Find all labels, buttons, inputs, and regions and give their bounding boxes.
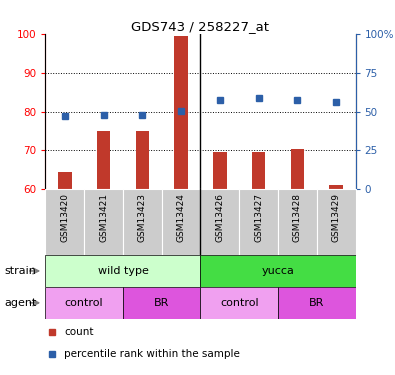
Text: strain: strain (4, 266, 36, 276)
Bar (162, 189, 201, 255)
Text: control: control (220, 298, 259, 308)
Text: GSM13429: GSM13429 (332, 193, 340, 242)
Text: percentile rank within the sample: percentile rank within the sample (64, 349, 240, 359)
Bar (252, 152, 265, 189)
Bar (213, 152, 227, 189)
Bar (278, 287, 356, 319)
Bar (123, 287, 200, 319)
Text: agent: agent (4, 298, 36, 308)
Bar (84, 189, 123, 255)
Bar (278, 189, 317, 255)
Bar (317, 189, 356, 255)
Bar (97, 131, 110, 189)
Bar (135, 131, 149, 189)
Text: GSM13421: GSM13421 (99, 193, 108, 242)
Bar (174, 36, 188, 189)
Text: GSM13428: GSM13428 (293, 193, 302, 242)
Bar (45, 255, 200, 287)
Text: wild type: wild type (98, 266, 149, 276)
Bar (58, 172, 71, 189)
Title: GDS743 / 258227_at: GDS743 / 258227_at (132, 20, 269, 33)
Text: control: control (65, 298, 103, 308)
Bar (201, 287, 278, 319)
Bar (239, 189, 278, 255)
Bar (45, 287, 123, 319)
Text: GSM13426: GSM13426 (215, 193, 224, 242)
Text: GSM13424: GSM13424 (177, 193, 186, 242)
Text: BR: BR (309, 298, 324, 308)
Bar (123, 189, 162, 255)
Text: GSM13427: GSM13427 (254, 193, 263, 242)
Text: GSM13420: GSM13420 (60, 193, 69, 242)
Bar (201, 255, 356, 287)
Text: GSM13423: GSM13423 (138, 193, 147, 242)
Bar (201, 189, 239, 255)
Text: BR: BR (154, 298, 169, 308)
Bar (45, 189, 84, 255)
Bar (329, 186, 343, 189)
Text: yucca: yucca (261, 266, 294, 276)
Text: count: count (64, 327, 94, 338)
Bar (291, 148, 304, 189)
